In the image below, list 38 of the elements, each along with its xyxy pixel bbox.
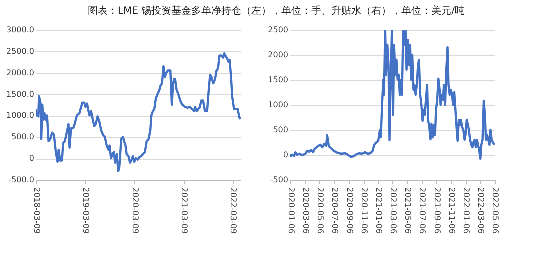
x-tick-label: 2022-01-06 [462, 188, 472, 234]
y-tick-label: 2000 [268, 50, 288, 60]
x-tick-label: 2021-01-06 [374, 188, 384, 234]
y-tick-label: 0 [283, 150, 288, 160]
text: 图表：LME 锡投资基金多单净持仓（左），单位：手、升贴水（右），单位：美元/吨 [86, 4, 466, 19]
x-tick-label: 2021-07-06 [418, 188, 428, 234]
y-tick-label: 2500 [268, 26, 288, 34]
x-tick-label: 2021-11-06 [448, 188, 457, 234]
x-tick-label: 2020-07-06 [330, 188, 340, 234]
y-tick-label: 500.0 [12, 132, 34, 142]
y-tick-label: 0 [29, 154, 34, 164]
y-tick-label: 500 [273, 126, 288, 134]
y-tick-label: 3000.0 [6, 26, 34, 34]
y-tick-label: -500 [270, 176, 288, 184]
y-tick-label: 1500.0 [6, 90, 34, 99]
x-tick-label: 2019-03-09 [82, 188, 91, 234]
x-tick-label: 2021-03-09 [180, 188, 190, 234]
x-tick-label: 2021-03-06 [388, 188, 398, 234]
x-tick-label: 2018-03-09 [32, 188, 42, 234]
x-tick-label: 2021-05-06 [404, 188, 413, 234]
y-tick-label: 2000.0 [6, 68, 34, 78]
line-series [36, 52, 241, 173]
x-tick-label: 2020-03-06 [301, 188, 310, 234]
y-tick-label: 1000 [268, 100, 288, 110]
x-tick-label: 2020-05-06 [316, 188, 325, 234]
y-tick-label: 1500 [268, 76, 288, 84]
x-tick-label: 2021-09-06 [432, 188, 442, 234]
x-tick-label: 2022-05-06 [491, 188, 500, 234]
x-tick-label: 2020-01-06 [286, 188, 296, 234]
y-tick-label: 1000.0 [6, 111, 34, 120]
x-tick-label: 2020-09-06 [345, 188, 354, 234]
x-tick-label: 2022-03-06 [476, 188, 486, 234]
line-series [290, 30, 495, 160]
y-tick-label: 2500.0 [6, 46, 34, 56]
x-tick-label: 2020-03-09 [130, 188, 140, 234]
x-tick-label: 2020-11-06 [360, 188, 370, 234]
x-tick-label: 2022-03-09 [229, 188, 238, 234]
y-tick-label: -500.0 [8, 176, 34, 184]
